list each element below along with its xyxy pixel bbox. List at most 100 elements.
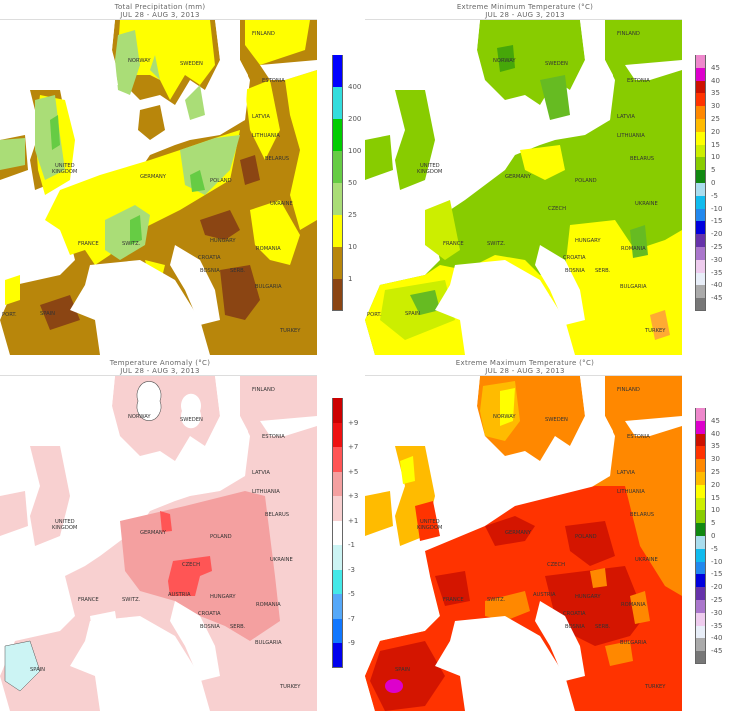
legend-label: -20: [711, 583, 723, 592]
title-text: Extreme Minimum Temperature (°C): [456, 3, 594, 11]
legend-swatch: [695, 67, 706, 81]
legend-label: 20: [711, 127, 720, 136]
legend-label: 1: [348, 275, 353, 283]
legend-label: 45: [711, 416, 720, 425]
legend-label: +5: [348, 467, 359, 476]
legend-label: -15: [711, 570, 723, 579]
max-temperature-legend: 45 40 35 30 25 20 15 10 5 0 -5 -10 -15 -…: [695, 408, 722, 664]
svg-text:CZECH: CZECH: [547, 562, 565, 568]
svg-text:AUSTRIA: AUSTRIA: [168, 592, 191, 598]
legend-swatch: [695, 144, 706, 158]
svg-text:FRANCE: FRANCE: [78, 241, 99, 247]
svg-text:GERMANY: GERMANY: [505, 530, 532, 536]
svg-text:BELARUS: BELARUS: [630, 512, 654, 518]
legend-swatch: [695, 523, 706, 536]
svg-text:FRANCE: FRANCE: [78, 597, 99, 603]
legend-swatch: [332, 247, 343, 279]
legend-swatch: [695, 433, 706, 447]
svg-text:LITHUANIA: LITHUANIA: [617, 489, 645, 495]
svg-text:BELARUS: BELARUS: [265, 512, 289, 518]
legend-label: 30: [711, 102, 720, 111]
svg-text:PORT.: PORT.: [367, 312, 382, 318]
legend-label: 200: [348, 115, 362, 123]
svg-text:BOSNIA: BOSNIA: [565, 268, 585, 274]
temperature-anomaly-map: NORWAY SWEDEN FINLAND ESTONIA LATVIA LITHUAN…: [0, 375, 317, 711]
svg-text:POLAND: POLAND: [210, 534, 232, 540]
svg-text:SWEDEN: SWEDEN: [180, 417, 203, 423]
svg-text:SPAIN: SPAIN: [30, 667, 45, 673]
svg-text:BOSNIA: BOSNIA: [200, 624, 220, 630]
legend-swatch: [332, 447, 343, 472]
svg-text:CROATIA: CROATIA: [563, 255, 586, 261]
legend-swatch: [332, 398, 343, 423]
svg-text:SWEDEN: SWEDEN: [545, 417, 568, 423]
precipitation-map: NORWAY SWEDEN FINLAND ESTONIA LATVIA LITHUAN…: [0, 19, 317, 355]
svg-text:ROMANIA: ROMANIA: [621, 602, 646, 608]
svg-text:KINGDOM: KINGDOM: [52, 525, 77, 531]
svg-text:CZECH: CZECH: [182, 562, 200, 568]
svg-text:SWITZ.: SWITZ.: [122, 597, 141, 603]
legend-swatch: [695, 625, 706, 639]
svg-text:PORT.: PORT.: [2, 312, 17, 318]
svg-text:SWITZ.: SWITZ.: [487, 241, 506, 247]
legend-swatch: [695, 459, 706, 472]
svg-text:SWITZ.: SWITZ.: [487, 597, 506, 603]
svg-text:LATVIA: LATVIA: [252, 470, 270, 476]
legend-swatch: [695, 259, 706, 273]
legend-label: +3: [348, 492, 359, 500]
legend-swatch: [695, 574, 706, 588]
svg-text:SPAIN: SPAIN: [405, 311, 420, 317]
svg-text:ROMANIA: ROMANIA: [256, 246, 281, 252]
svg-text:SPAIN: SPAIN: [40, 311, 55, 317]
svg-text:UNITED: UNITED: [55, 163, 75, 169]
legend-label: -25: [711, 243, 723, 251]
svg-text:CZECH: CZECH: [548, 206, 566, 212]
svg-text:BULGARIA: BULGARIA: [255, 640, 282, 646]
svg-text:CROATIA: CROATIA: [198, 611, 221, 617]
legend-label: -30: [711, 255, 723, 264]
legend-swatch: [695, 510, 706, 524]
title-text: Total Precipitation (mm): [114, 3, 206, 11]
legend-swatch: [332, 215, 343, 247]
svg-text:ESTONIA: ESTONIA: [627, 78, 650, 84]
legend-label: 45: [711, 63, 720, 72]
svg-text:UKRAINE: UKRAINE: [270, 557, 293, 563]
legend-swatch: [332, 422, 343, 447]
svg-text:HUNGARY: HUNGARY: [575, 594, 601, 600]
min-temperature-legend: 45 40 35 30 25 20 15 10 5 0 -5 -10 -15 -…: [695, 55, 722, 311]
svg-text:GERMANY: GERMANY: [140, 174, 167, 180]
svg-text:HUNGARY: HUNGARY: [210, 594, 236, 600]
legend-label: 100: [348, 147, 362, 155]
legend-label: 25: [711, 115, 720, 123]
svg-text:UNITED: UNITED: [420, 163, 440, 169]
legend-swatch: [695, 93, 706, 107]
legend-swatch: [695, 285, 706, 299]
legend-swatch: [332, 545, 343, 570]
svg-text:FINLAND: FINLAND: [617, 387, 640, 393]
legend-label: 0: [711, 179, 716, 187]
svg-text:TURKEY: TURKEY: [279, 684, 301, 690]
legend-label: 15: [711, 140, 720, 149]
temperature-anomaly-legend: +9 +7 +5 +3 +1 -1 -3 -5 -7 -9: [332, 398, 358, 668]
legend-swatch: [695, 208, 706, 222]
title-text: Temperature Anomaly (°C): [109, 359, 211, 367]
max-temperature-panel: Extreme Maximum Temperature (°C) JUL 28 …: [365, 356, 730, 712]
svg-text:CROATIA: CROATIA: [198, 255, 221, 261]
panel-title: Total Precipitation (mm) JUL 28 - AUG 3,…: [0, 3, 320, 19]
svg-text:UKRAINE: UKRAINE: [635, 201, 658, 207]
legend-label: -35: [711, 268, 723, 277]
date-range: JUL 28 - AUG 3, 2013: [485, 11, 565, 19]
legend-label: 10: [711, 153, 720, 162]
date-range: JUL 28 - AUG 3, 2013: [485, 367, 565, 375]
legend-swatch: [695, 272, 706, 286]
legend-swatch: [695, 246, 706, 260]
svg-text:BULGARIA: BULGARIA: [620, 640, 647, 646]
svg-text:ROMANIA: ROMANIA: [621, 246, 646, 252]
svg-text:FINLAND: FINLAND: [617, 31, 640, 37]
legend-swatch: [695, 497, 706, 511]
svg-text:FRANCE: FRANCE: [443, 241, 464, 247]
svg-text:KINGDOM: KINGDOM: [417, 169, 442, 175]
panel-title: Extreme Maximum Temperature (°C) JUL 28 …: [365, 359, 685, 375]
svg-text:BULGARIA: BULGARIA: [255, 284, 282, 290]
svg-text:LATVIA: LATVIA: [617, 114, 635, 120]
